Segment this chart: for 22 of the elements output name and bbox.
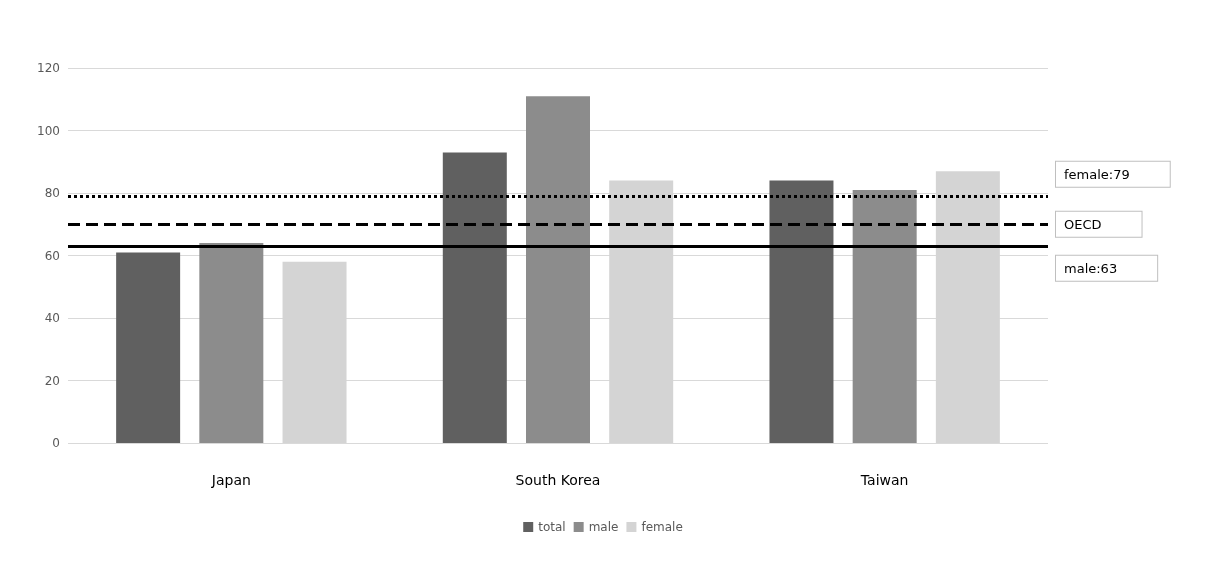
ref-line-label: male:63 bbox=[1064, 260, 1118, 276]
y-tick-label: 40 bbox=[44, 311, 60, 325]
bar bbox=[116, 252, 181, 443]
legend-label: female bbox=[641, 520, 683, 534]
legend-label: total bbox=[538, 520, 566, 534]
y-tick-label: 0 bbox=[52, 436, 60, 450]
bar bbox=[526, 96, 590, 443]
bar bbox=[442, 152, 507, 443]
legend-label: male bbox=[588, 520, 619, 534]
y-tick-label: 120 bbox=[37, 61, 60, 75]
y-tick-label: 80 bbox=[44, 186, 60, 200]
bar bbox=[769, 180, 834, 443]
y-tick-label: 60 bbox=[44, 248, 60, 263]
x-tick-label: Japan bbox=[210, 472, 251, 488]
x-tick-label: South Korea bbox=[515, 472, 601, 488]
y-tick-label: 100 bbox=[37, 123, 60, 138]
y-tick-label: 20 bbox=[44, 373, 60, 388]
ref-line-label: female:79 bbox=[1064, 166, 1130, 182]
bar bbox=[199, 243, 264, 443]
bar bbox=[852, 189, 917, 443]
x-tick-label: Taiwan bbox=[859, 472, 909, 488]
ref-line-label: OECD bbox=[1064, 216, 1102, 232]
